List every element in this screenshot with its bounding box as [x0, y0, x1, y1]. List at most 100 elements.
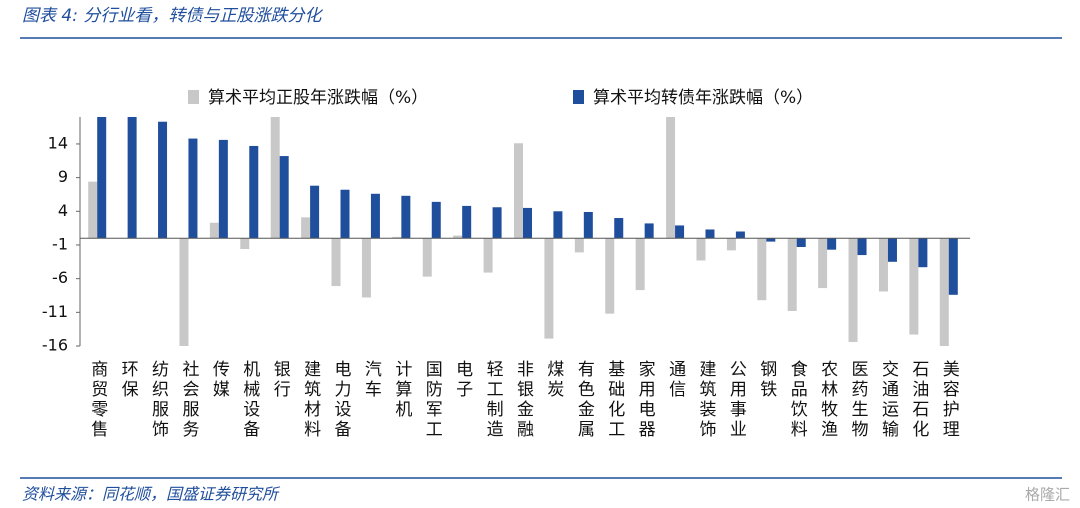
bar: [544, 238, 554, 339]
bar: [675, 225, 685, 239]
bar: [857, 238, 867, 256]
bar: [909, 238, 919, 335]
bar: [97, 117, 107, 239]
bar: [392, 236, 402, 239]
legend-swatch: [573, 90, 584, 104]
bar: [492, 207, 502, 239]
x-tick-label: 交通运输: [878, 360, 899, 440]
x-tick-label: 通信: [665, 360, 686, 400]
x-tick-label: 商贸零售: [87, 360, 108, 440]
bar: [878, 238, 888, 292]
bar: [127, 117, 137, 239]
bar: [818, 238, 828, 289]
x-tick-label: 煤炭: [543, 360, 564, 400]
source: 资料来源：同花顺，国盛证券研究所: [22, 485, 281, 504]
bar: [249, 145, 259, 239]
bar: [735, 231, 745, 239]
x-tick-label: 计算机: [391, 360, 412, 420]
bar: [240, 238, 250, 250]
x-tick-label: 电力设备: [331, 360, 352, 440]
bar: [787, 238, 797, 311]
bar: [310, 185, 320, 239]
y-tick-label: 9: [58, 167, 68, 186]
x-tick-label: 家用电器: [635, 360, 656, 440]
bar: [605, 238, 615, 314]
x-tick-label: 传媒: [209, 360, 230, 400]
x-tick-label: 公用事业: [726, 360, 747, 440]
x-tick-label: 轻工制造: [483, 360, 504, 440]
bar: [644, 223, 654, 239]
bar: [666, 117, 676, 239]
y-tick-label: -6: [52, 268, 68, 287]
bar: [757, 238, 767, 301]
bar: [514, 143, 523, 239]
x-tick-label: 农林牧渔: [817, 360, 838, 440]
bar: [331, 238, 341, 287]
chart-title: 图表 4: 分行业看，转债与正股涨跌分化: [22, 6, 323, 26]
bars: [88, 117, 958, 346]
x-tick-label: 银行: [270, 360, 291, 400]
bar: [158, 121, 168, 239]
bar: [827, 238, 837, 250]
x-tick-label: 基础化工: [604, 360, 625, 440]
bar: [614, 218, 624, 239]
x-tick-label: 钢铁: [756, 360, 777, 400]
legend-label: 算术平均正股年涨跌幅（%）: [208, 88, 428, 108]
bar: [948, 238, 958, 295]
legend-swatch: [188, 90, 199, 104]
x-tick-label: 有色金属: [574, 360, 595, 440]
bar: [918, 238, 928, 268]
x-tick-label: 非银金融: [513, 360, 534, 440]
bar: [209, 222, 219, 239]
bar: [887, 238, 897, 262]
legend-label: 算术平均转债年涨跌幅（%）: [593, 88, 813, 108]
x-tick-label: 美容护理: [939, 360, 960, 440]
watermark: 格隆汇: [1025, 486, 1070, 504]
bar: [726, 238, 736, 251]
y-tick-label: -1: [52, 234, 68, 253]
x-tick-label: 食品饮料: [787, 360, 808, 440]
bar: [848, 238, 858, 342]
x-tick-label: 环保: [118, 360, 139, 400]
x-tick-label: 汽车: [361, 360, 382, 400]
bar: [361, 238, 371, 298]
bar: [279, 156, 289, 239]
bar: [796, 238, 806, 247]
bar: [523, 207, 532, 239]
bar: [422, 238, 432, 277]
bar: [939, 238, 949, 346]
bar: [705, 229, 715, 239]
y-tick-label: -16: [42, 336, 68, 355]
x-tick-label: 石油石化: [908, 360, 929, 440]
bar: [340, 189, 350, 239]
x-tick-label: 电子: [452, 360, 473, 400]
x-tick-label: 医药生物: [848, 360, 869, 440]
bar: [401, 195, 411, 239]
bar: [553, 211, 563, 239]
bar: [635, 238, 645, 291]
bar: [188, 138, 198, 239]
bar: [370, 193, 380, 239]
y-tick-label: 14: [48, 133, 68, 152]
x-tick-label: 机械设备: [239, 360, 260, 440]
x-tick-label: 国防军工: [422, 360, 443, 440]
y-tick-label: -11: [42, 302, 68, 321]
bar: [179, 238, 189, 346]
y-tick-label: 4: [58, 201, 68, 220]
x-tick-label: 建筑材料: [300, 360, 321, 440]
bar: [462, 205, 472, 239]
bar: [270, 117, 280, 239]
bar: [301, 217, 311, 239]
x-tick-label: 社会服务: [178, 360, 199, 440]
bar: [431, 201, 441, 239]
bar: [483, 238, 493, 273]
bar: [218, 139, 228, 239]
bar: [766, 238, 776, 242]
bar: [453, 235, 463, 239]
bar: [696, 238, 706, 261]
x-tick-label: 纺织服饰: [148, 360, 169, 440]
bar: [88, 181, 98, 239]
bar: [574, 238, 584, 253]
bar: [583, 211, 593, 239]
